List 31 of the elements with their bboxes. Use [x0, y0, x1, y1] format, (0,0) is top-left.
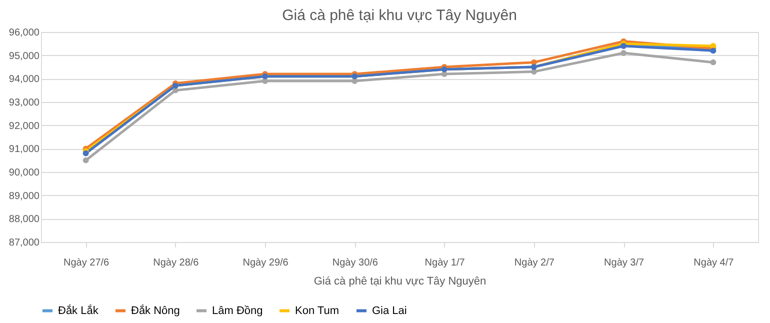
x-tick-label: Ngày 29/6: [242, 258, 289, 268]
x-tick-label: Ngày 28/6: [153, 258, 200, 268]
y-tick-label: 89,000: [8, 190, 40, 202]
x-tick-label: Ngày 27/6: [64, 258, 110, 268]
legend-label: Gia Lai: [372, 304, 407, 317]
x-tick-label: Ngày 2/7: [514, 258, 555, 268]
point: [262, 78, 268, 84]
y-tick-label: 90,000: [8, 168, 40, 178]
legend-label: Đắk Lắk: [58, 304, 99, 317]
point: [620, 50, 627, 56]
point: [620, 43, 627, 49]
legend-label: Lâm Đồng: [212, 304, 263, 317]
y-tick-label: 91,000: [8, 144, 40, 156]
y-tick-label: 94,000: [8, 74, 40, 86]
chart-title: Giá cà phê tại khu vực Tây Nguyên: [282, 7, 517, 24]
legend-label: Kon Tum: [295, 304, 340, 317]
x-tick-label: Ngày 1/7: [424, 258, 466, 268]
x-axis-title: Giá cà phê tại khu vực Tây Nguyên: [314, 276, 486, 288]
y-tick-label: 92,000: [8, 120, 40, 132]
y-tick-label: 95,000: [8, 50, 40, 62]
y-tick-label: 96,000: [8, 28, 40, 38]
point: [710, 59, 716, 66]
x-tick-label: Ngày 4/7: [694, 258, 734, 268]
legend-label: Đắk Nông: [131, 304, 180, 317]
point: [82, 150, 89, 156]
point: [82, 157, 89, 164]
y-tick-label: 93,000: [8, 98, 40, 108]
x-tick-label: Ngày 3/7: [604, 258, 645, 268]
y-tick-label: 87,000: [8, 238, 40, 248]
x-tick-label: Ngày 30/6: [332, 258, 378, 268]
y-tick-label: 88,000: [8, 214, 40, 226]
